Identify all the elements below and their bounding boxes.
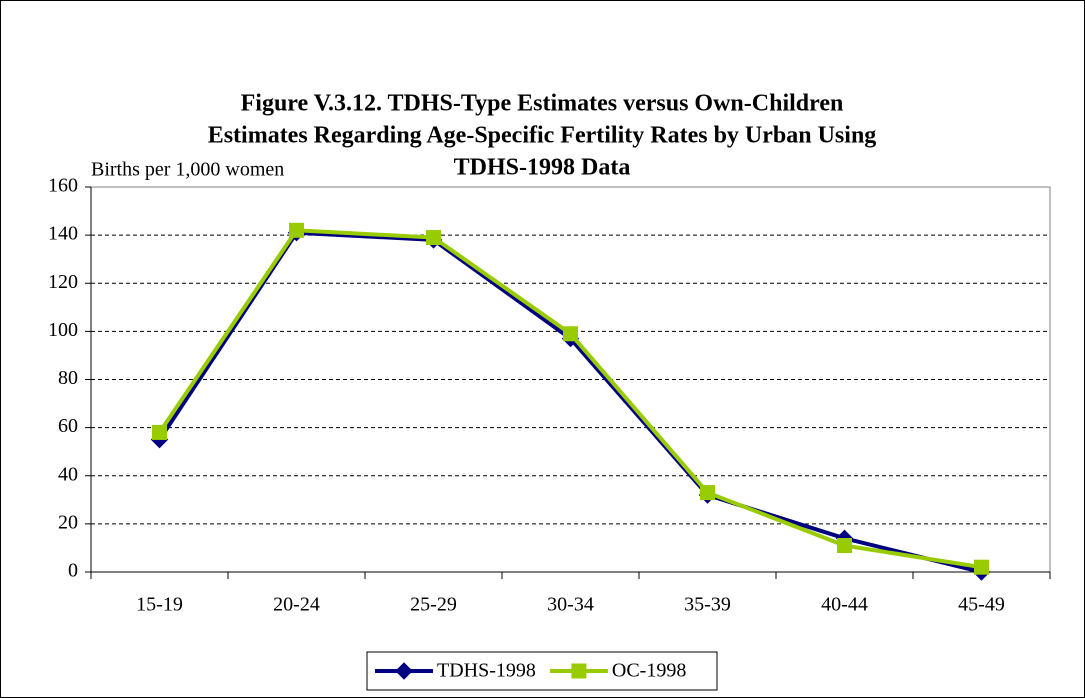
chart-title: TDHS-1998 Data [454,155,631,181]
y-tick-label: 0 [68,560,78,582]
y-tick-label: 160 [48,175,78,197]
y-axis-label: Births per 1,000 women [91,159,284,181]
marker [837,538,852,554]
x-tick-label: 25-29 [410,594,457,616]
x-tick-label: 40-44 [821,594,868,616]
marker [426,230,441,246]
y-tick-label: 40 [58,463,78,485]
marker [395,662,413,680]
x-tick-label: 30-34 [547,594,594,616]
marker [571,663,587,679]
chart-title: Estimates Regarding Age-Specific Fertili… [208,123,877,149]
marker [152,424,167,440]
x-tick-label: 15-19 [136,594,183,616]
y-tick-label: 80 [58,367,78,389]
x-tick-label: 20-24 [273,594,320,616]
legend-label: TDHS-1998 [437,660,536,682]
y-tick-label: 120 [48,271,78,293]
y-tick-label: 100 [48,319,78,341]
marker [563,326,578,342]
y-tick-label: 60 [58,415,78,437]
x-tick-label: 45-49 [958,594,1005,616]
x-tick-label: 35-39 [684,594,731,616]
y-tick-label: 20 [58,511,78,533]
marker [700,485,715,501]
marker [289,222,304,238]
legend-label: OC-1998 [612,660,686,682]
y-tick-label: 140 [48,223,78,245]
marker [974,559,989,575]
chart-title: Figure V.3.12. TDHS-Type Estimates versu… [241,91,844,117]
